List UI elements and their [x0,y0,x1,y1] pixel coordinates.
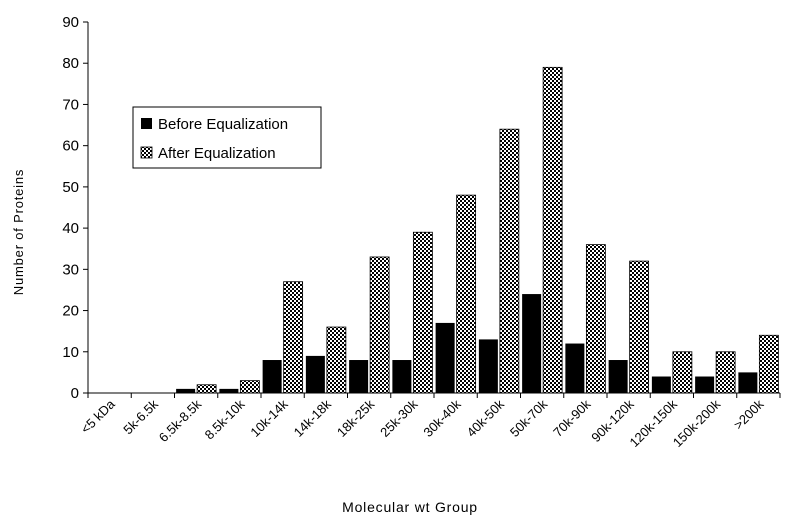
bar-before-equalization [305,355,325,393]
x-tick-label: 50k-70k [507,396,551,440]
legend-swatch-before [141,118,152,129]
y-tick-label: 50 [62,179,79,196]
y-axis-title: Number of Proteins [11,169,26,295]
bar-before-equalization [651,376,671,393]
bar-before-equalization [176,388,196,393]
bar-after-equalization [326,326,347,394]
y-tick-label: 40 [62,220,79,237]
y-tick-label: 90 [62,14,79,31]
x-tick-label: 30k-40k [420,396,464,440]
bar-after-equalization [239,380,260,394]
bar-after-equalization [715,351,736,394]
bar-before-equalization [478,339,498,393]
x-tick-label: 10k-14k [247,396,291,440]
x-tick-label: 25k-30k [377,396,421,440]
bar-before-equalization [349,360,369,393]
bar-before-equalization [435,322,455,393]
legend-frame [132,106,322,169]
bar-after-equalization [672,351,693,394]
y-tick-label: 30 [62,261,79,278]
x-tick-label: <5 kDa [78,396,119,437]
x-tick-label: 8.5k-10k [202,396,248,442]
bars [176,66,779,394]
x-tick-label: 70k-90k [550,396,594,440]
bar-before-equalization [262,360,282,393]
x-tick-label: 150k-200k [670,396,724,450]
bar-after-equalization [412,231,433,394]
x-axis-ticks: <5 kDa 5k-6.5k6.5k-8.5k8.5k-10k 10k-14k 14k… [78,393,781,450]
bar-before-equalization [219,388,239,393]
x-tick-label: 5k-6.5k [120,396,161,437]
x-axis-title: Molecular wt Group [342,499,478,515]
legend-swatch-after [140,146,153,159]
bar-after-equalization [758,334,779,394]
bar-after-equalization [499,128,520,394]
bar-after-equalization [456,194,477,394]
y-axis-ticks: 0 10 20 30 40 50 60 70 80 90 [62,14,88,402]
legend-label-before: Before Equalization [158,116,288,133]
bar-after-equalization [196,384,217,394]
y-tick-label: 20 [62,303,79,320]
y-tick-label: 0 [71,385,79,402]
y-tick-label: 70 [62,96,79,113]
bar-before-equalization [695,376,715,393]
legend: Before Equalization After Equalization [132,106,322,169]
x-tick-label: 14k-18k [291,396,335,440]
bar-before-equalization [392,360,412,393]
bar-before-equalization [608,360,628,393]
y-tick-label: 80 [62,55,79,72]
legend-label-after: After Equalization [158,145,276,162]
x-tick-label: >200k [731,396,767,432]
x-tick-label: 18k-25k [334,396,378,440]
bar-after-equalization [542,66,563,394]
bar-before-equalization [738,372,758,393]
y-tick-label: 10 [62,344,79,361]
x-tick-label: 40k-50k [464,396,508,440]
bar-before-equalization [565,343,585,393]
x-tick-label: 6.5k-8.5k [156,396,205,445]
bar-after-equalization [629,260,650,394]
y-tick-label: 60 [62,138,79,155]
bar-after-equalization [369,256,390,394]
bar-after-equalization [283,281,304,394]
bar-after-equalization [585,244,606,394]
bar-before-equalization [522,294,542,393]
